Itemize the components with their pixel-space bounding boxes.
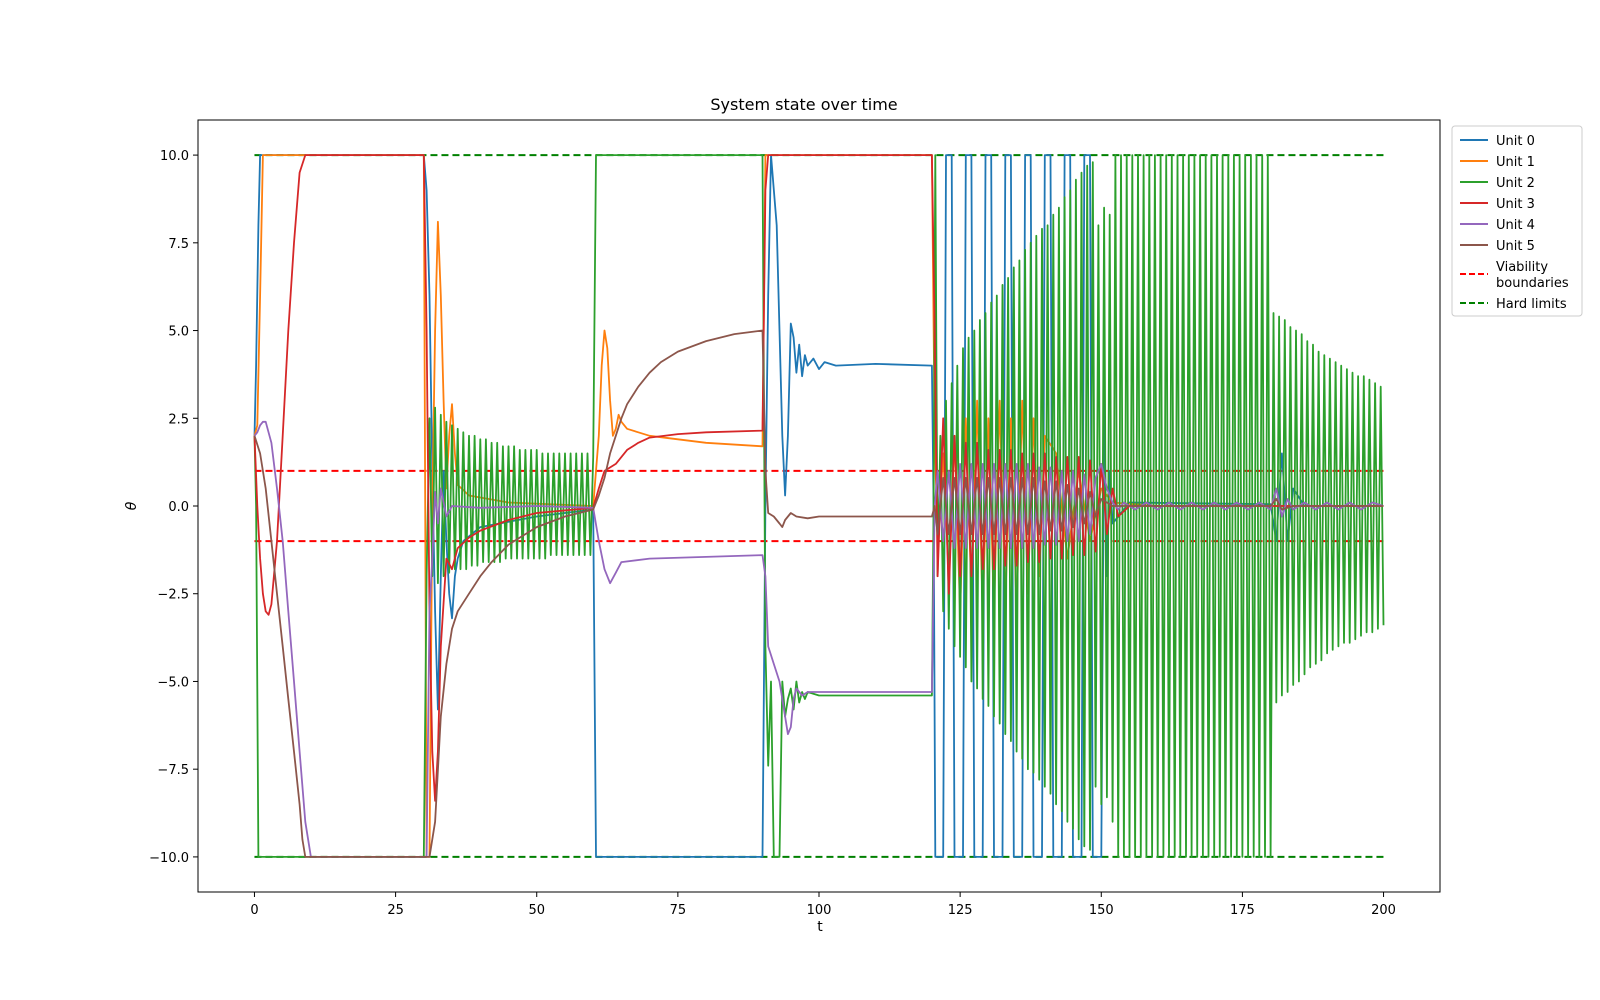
y-tick-label: 7.5 [168, 237, 189, 252]
x-tick-label: 75 [670, 903, 687, 918]
series-line-unit-0 [253, 154, 1384, 858]
x-axis-label: t [817, 919, 823, 935]
series-line-unit-2 [253, 154, 1385, 858]
legend-frame [1451, 125, 1583, 317]
x-tick-label: 125 [948, 903, 973, 918]
y-tick-label: 10.0 [160, 149, 189, 164]
y-axis-label: θ [124, 501, 140, 510]
legend: Unit 0 Unit 1 Unit 2 Unit 3 Unit 4 Unit 5 Viab… [1451, 125, 1583, 317]
y-axis-ticks: 10.0 7.5 5.0 2.5 0.0 −2.5 −5.0 −7.5 −10.0 [149, 149, 198, 866]
x-tick-label: 100 [807, 903, 832, 918]
legend-label: Unit 5 [1496, 239, 1535, 254]
legend-label: Unit 0 [1496, 134, 1535, 149]
x-tick-label: 0 [250, 903, 258, 918]
y-tick-label: −10.0 [149, 851, 189, 866]
x-tick-label: 175 [1230, 903, 1255, 918]
series-line-unit-5 [253, 329, 1384, 858]
legend-label: Unit 1 [1496, 155, 1535, 170]
x-tick-label: 200 [1371, 903, 1396, 918]
x-tick-label: 50 [528, 903, 545, 918]
chart-title: System state over time [710, 95, 897, 114]
x-tick-label: 25 [387, 903, 404, 918]
x-axis-ticks: 0 25 50 75 100 125 150 175 200 [250, 892, 1396, 918]
y-tick-label: 2.5 [168, 412, 189, 427]
y-tick-label: 0.0 [168, 500, 189, 515]
y-tick-label: −5.0 [157, 675, 189, 690]
legend-label: Unit 3 [1496, 197, 1535, 212]
legend-label: Unit 4 [1496, 218, 1535, 233]
y-tick-label: −7.5 [157, 763, 189, 778]
y-tick-label: −2.5 [157, 588, 189, 603]
x-tick-label: 150 [1089, 903, 1114, 918]
series-lines [253, 154, 1385, 858]
y-tick-label: 5.0 [168, 325, 189, 340]
plot-area-frame [197, 119, 1441, 893]
legend-label: Hard limits [1496, 297, 1567, 312]
legend-label: Unit 2 [1496, 176, 1535, 191]
legend-label: Viability boundaries [1496, 260, 1569, 291]
